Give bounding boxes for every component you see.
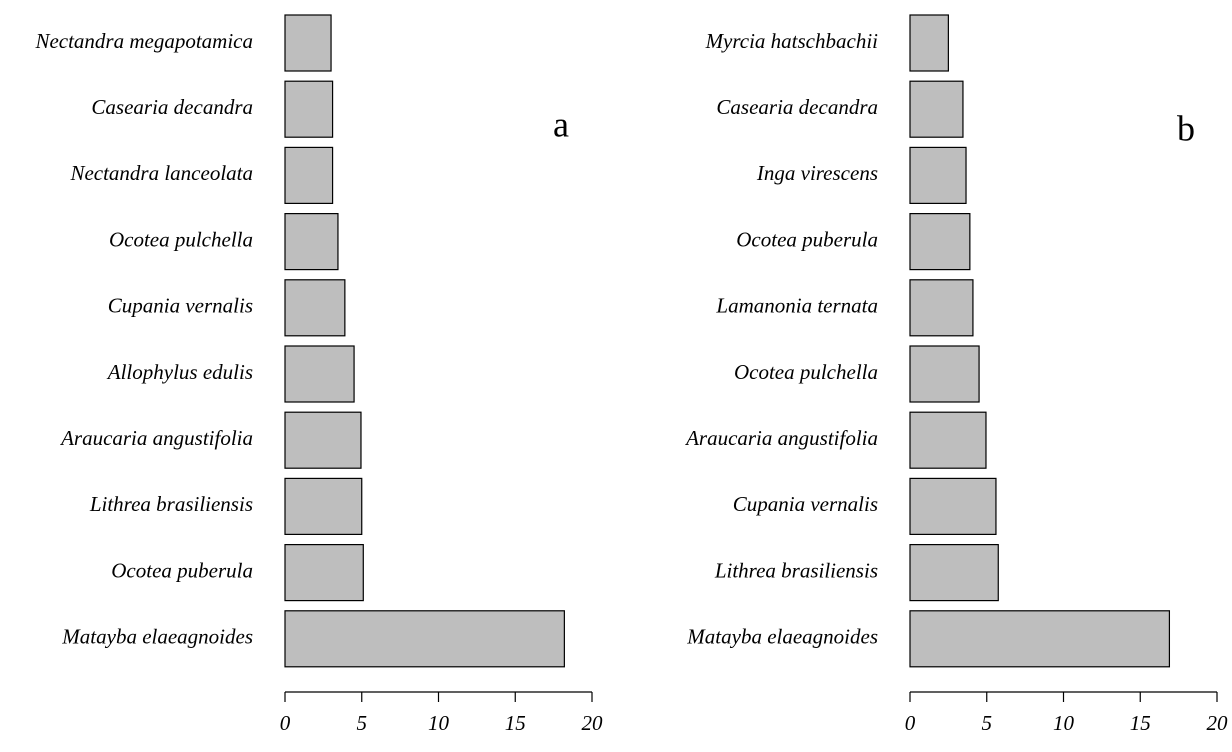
bar bbox=[909, 14, 949, 72]
bar bbox=[909, 80, 964, 138]
y-tick-label: Cupania vernalis bbox=[108, 294, 253, 318]
y-tick-label: Inga virescens bbox=[756, 161, 878, 185]
bar bbox=[909, 146, 967, 204]
panel-label: a bbox=[553, 104, 569, 144]
y-tick-label: Casearia decandra bbox=[716, 95, 878, 119]
bar bbox=[284, 146, 334, 204]
bar bbox=[284, 610, 565, 668]
bar bbox=[909, 477, 997, 535]
x-tick-label: 5 bbox=[982, 711, 993, 735]
bar bbox=[909, 411, 987, 469]
y-tick-label: Lithrea brasiliensis bbox=[714, 558, 878, 582]
y-tick-label: Nectandra megapotamica bbox=[34, 29, 253, 53]
y-tick-label: Lamanonia ternata bbox=[715, 294, 878, 318]
bar bbox=[909, 279, 974, 337]
bar bbox=[909, 543, 999, 602]
panel-label: b bbox=[1177, 108, 1195, 148]
x-tick-label: 0 bbox=[280, 711, 291, 735]
y-tick-label: Allophylus edulis bbox=[106, 360, 253, 384]
x-tick-label: 10 bbox=[1053, 711, 1075, 735]
y-tick-label: Matayba elaeagnoides bbox=[61, 625, 253, 649]
y-tick-label: Lithrea brasiliensis bbox=[89, 492, 253, 516]
bar bbox=[284, 14, 332, 72]
bar bbox=[909, 213, 971, 271]
y-tick-label: Araucaria angustifolia bbox=[684, 426, 878, 450]
x-tick-label: 10 bbox=[428, 711, 450, 735]
bar bbox=[284, 279, 346, 337]
y-tick-label: Myrcia hatschbachii bbox=[705, 29, 879, 53]
bar bbox=[284, 345, 355, 403]
bar bbox=[909, 345, 980, 403]
bar bbox=[284, 411, 362, 469]
bar bbox=[284, 543, 364, 602]
y-tick-label: Casearia decandra bbox=[91, 95, 253, 119]
bar bbox=[284, 213, 339, 271]
x-tick-label: 20 bbox=[582, 711, 604, 735]
x-tick-label: 15 bbox=[505, 711, 526, 735]
y-tick-label: Nectandra lanceolata bbox=[69, 161, 253, 185]
bar bbox=[284, 80, 334, 138]
y-tick-label: Araucaria angustifolia bbox=[59, 426, 253, 450]
x-tick-label: 20 bbox=[1207, 711, 1229, 735]
bar bbox=[909, 610, 1171, 668]
y-tick-label: Ocotea pulchella bbox=[734, 360, 878, 384]
x-tick-label: 15 bbox=[1130, 711, 1151, 735]
x-tick-label: 0 bbox=[905, 711, 916, 735]
y-tick-label: Matayba elaeagnoides bbox=[686, 625, 878, 649]
x-tick-label: 5 bbox=[357, 711, 368, 735]
y-tick-label: Cupania vernalis bbox=[733, 492, 878, 516]
y-tick-label: Ocotea puberula bbox=[111, 558, 253, 582]
y-tick-label: Ocotea pulchella bbox=[109, 227, 253, 251]
y-tick-label: Ocotea puberula bbox=[736, 227, 878, 251]
bar bbox=[284, 477, 363, 535]
